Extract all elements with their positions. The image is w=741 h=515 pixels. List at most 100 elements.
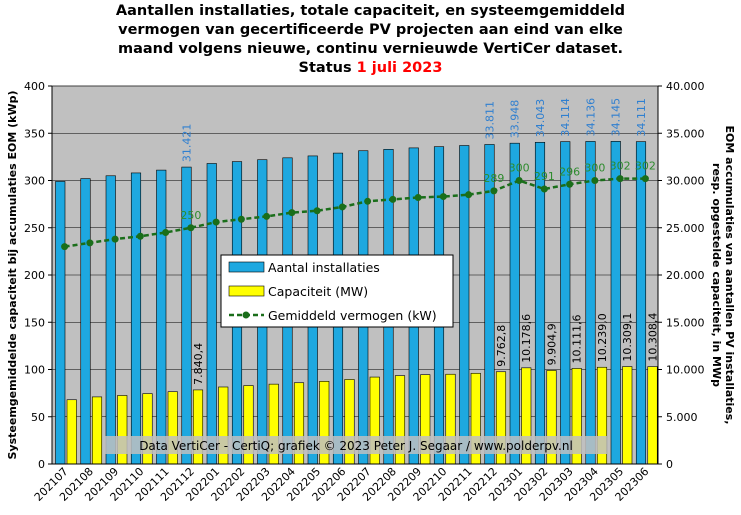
bar-installations xyxy=(509,142,520,465)
right-axis-label-line-1: EOM accumulaties van aantallen PV instal… xyxy=(723,126,736,425)
bar-installations xyxy=(55,181,66,465)
left-tick-label: 250 xyxy=(24,222,45,235)
left-tick-label: 400 xyxy=(24,80,45,93)
average-point xyxy=(616,175,624,183)
data-labels: 31.421 33.811 33.948 34.043 34.114 34.136 34.1… xyxy=(180,98,659,385)
average-line xyxy=(61,175,649,251)
capacity-value-label: 10.309,1 xyxy=(621,313,634,362)
right-tick-label: 5.000 xyxy=(666,411,698,424)
average-point xyxy=(591,177,599,184)
capacity-value-label: 9.762,8 xyxy=(495,325,508,367)
bar-capacity xyxy=(647,366,658,465)
legend-label-average: Gemiddeld vermogen (kW) xyxy=(268,308,437,323)
capacity-value-label: 10.111,6 xyxy=(571,314,584,363)
average-point xyxy=(111,235,119,243)
legend-swatch-installations xyxy=(228,261,265,273)
average-point xyxy=(465,191,473,199)
average-point xyxy=(540,185,548,193)
bar-capacity xyxy=(91,396,103,465)
legend: Aantal installaties Capaciteit (MW) Gemi… xyxy=(220,254,454,328)
average-point xyxy=(439,193,447,201)
average-point xyxy=(263,212,271,220)
average-value-label: 250 xyxy=(180,209,201,222)
left-tick-label: 200 xyxy=(24,269,45,282)
title-line-1: Aantallen installaties, totale capacitei… xyxy=(115,3,626,19)
legend-label-capacity: Capaciteit (MW) xyxy=(268,284,368,299)
credit-text: Data VertiCer - CertiQ; grafiek © 2023 P… xyxy=(139,439,573,453)
legend-label-installations: Aantal installaties xyxy=(268,260,380,275)
average-point xyxy=(338,203,346,211)
installations-value-label: 34.136 xyxy=(585,98,598,137)
capacity-value-label: 9.904,9 xyxy=(546,323,559,365)
average-point xyxy=(86,239,94,247)
credit: Data VertiCer - CertiQ; grafiek © 2023 P… xyxy=(105,436,607,454)
status-date: 1 juli 2023 xyxy=(356,60,443,76)
left-tick-label: 0 xyxy=(38,458,45,471)
title-line-3: maand volgens nieuwe, continu vernieuwde… xyxy=(117,41,624,57)
left-tick-label: 100 xyxy=(24,364,45,377)
bar-installations xyxy=(130,172,142,465)
right-tick-label: 40.000 xyxy=(666,80,705,93)
average-point xyxy=(187,224,195,232)
right-axis-label-line-2: resp. opgestelde capaciteit, in MWp xyxy=(710,163,723,387)
right-tick-label: 15.000 xyxy=(666,316,705,329)
bar-installations xyxy=(585,141,596,465)
installations-value-label: 34.114 xyxy=(559,98,572,137)
title-line-2: vermogen van gecertificeerde PV projecte… xyxy=(118,22,623,38)
right-tick-label: 30.000 xyxy=(666,175,705,188)
chart-title: Aantallen installaties, totale capacitei… xyxy=(0,2,741,78)
credit-box xyxy=(105,436,607,454)
average-value-label: 300 xyxy=(584,162,605,175)
right-tick-label: 20.000 xyxy=(666,269,705,282)
installations-value-label: 31.421 xyxy=(181,124,194,163)
status-label: Status xyxy=(298,60,352,76)
installations-value-label: 33.948 xyxy=(509,100,522,139)
average-value-label: 302 xyxy=(610,160,631,173)
average-point xyxy=(212,218,220,226)
bar-capacity xyxy=(622,366,633,465)
bar-installations xyxy=(80,178,91,465)
capacity-value-label: 10.308,4 xyxy=(647,313,660,362)
average-point xyxy=(288,209,296,217)
legend-marker-average xyxy=(242,311,250,319)
average-point xyxy=(641,175,649,183)
left-tick-label: 50 xyxy=(31,411,45,424)
right-tick-label: 10.000 xyxy=(666,364,705,377)
left-tick-label: 350 xyxy=(24,127,45,140)
right-tick-label: 0 xyxy=(666,458,673,471)
capacity-value-label: 10.178,6 xyxy=(520,314,533,363)
bar-installations xyxy=(206,163,217,465)
title-line-4: Status 1 juli 2023 xyxy=(0,59,741,78)
right-tick-label: 35.000 xyxy=(666,127,705,140)
bar-installations xyxy=(635,141,647,465)
average-point xyxy=(237,215,245,223)
average-value-label: 289 xyxy=(483,172,504,185)
average-value-label: 296 xyxy=(559,165,580,178)
bar-installations xyxy=(105,175,116,465)
capacity-value-label: 7.840,4 xyxy=(192,343,205,385)
average-point xyxy=(364,197,372,205)
capacity-value-label: 10.239,0 xyxy=(596,313,609,362)
average-point xyxy=(566,180,574,188)
bar-installations xyxy=(560,141,571,465)
installations-value-label: 34.043 xyxy=(534,99,547,138)
average-point xyxy=(136,232,144,240)
left-tick-label: 150 xyxy=(24,316,45,329)
left-axis-label: Systeemgemiddelde capaciteit bij accumul… xyxy=(6,90,19,459)
installations-value-label: 33.811 xyxy=(484,101,497,140)
installations-value-label: 34.145 xyxy=(610,98,623,137)
average-point xyxy=(61,243,69,251)
average-point xyxy=(490,187,498,195)
average-point xyxy=(414,194,422,202)
bar-capacity xyxy=(66,399,77,465)
installations-value-label: 34.111 xyxy=(635,98,648,137)
average-point xyxy=(515,177,523,184)
left-tick-label: 300 xyxy=(24,175,45,188)
average-value-label: 302 xyxy=(635,160,656,173)
bar-installations xyxy=(156,169,167,465)
bar-installations xyxy=(610,141,621,465)
average-line-path xyxy=(64,177,646,248)
legend-swatch-capacity xyxy=(228,285,265,297)
average-value-label: 300 xyxy=(509,162,530,175)
